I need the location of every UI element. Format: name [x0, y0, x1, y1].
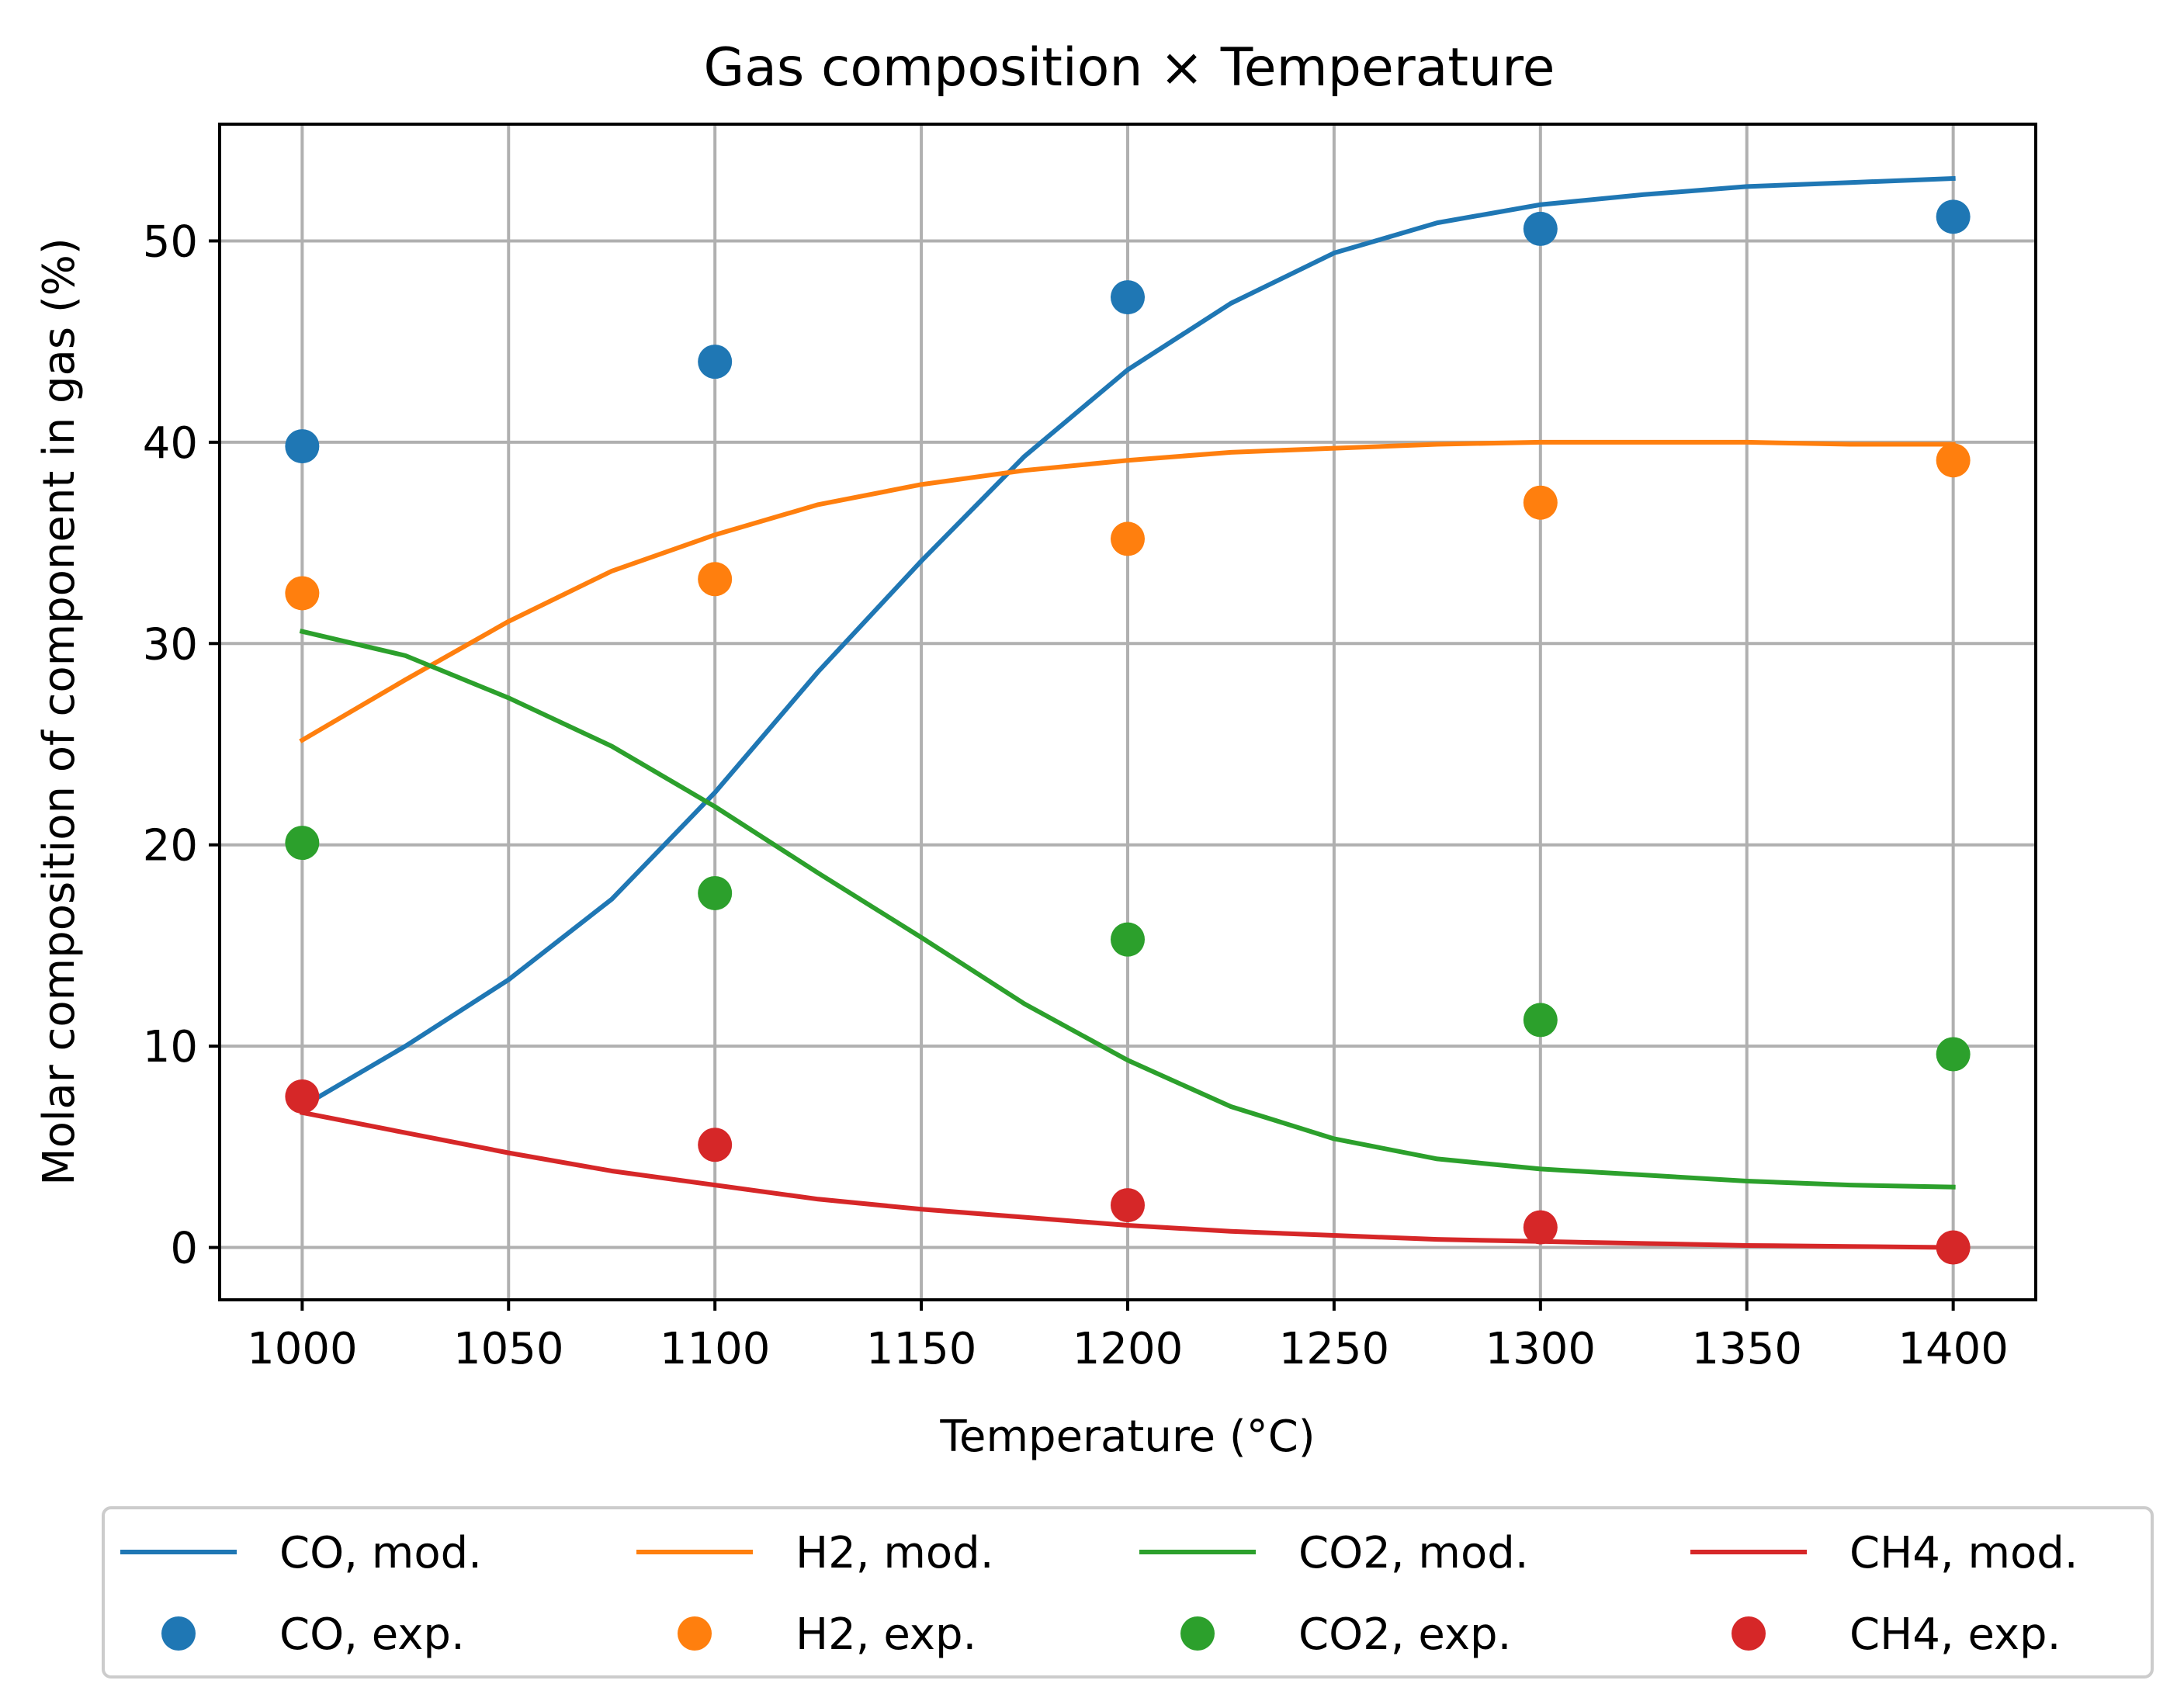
y-tick-label: 50: [143, 217, 198, 267]
data-point-co2-exp: [1936, 1037, 1971, 1072]
data-point-co-exp: [1111, 280, 1145, 315]
x-tick-label: 1200: [1073, 1324, 1184, 1374]
legend: CO, mod. H2, mod. CO2, mod. CH4, mod. CO, ex…: [102, 1506, 2154, 1679]
x-tick-label: 1050: [453, 1324, 564, 1374]
data-point-co2-exp: [1111, 922, 1145, 957]
y-tick-label: 30: [143, 619, 198, 670]
data-point-h2-exp: [1936, 443, 1971, 478]
x-tick-label: 1100: [660, 1324, 771, 1374]
data-point-h2-exp: [698, 562, 733, 597]
x-axis: 1000 1050 1100 1150 1200 1250 1300 1350 1400: [247, 1300, 2009, 1374]
legend-label-co2-exp: CO2, exp.: [1298, 1609, 1511, 1660]
y-axis: 0 10 20 30 40 50: [143, 217, 220, 1274]
data-point-co-exp: [285, 429, 320, 464]
x-tick-label: 1350: [1691, 1324, 1802, 1374]
y-tick-label: 0: [170, 1224, 198, 1274]
y-tick-label: 20: [143, 821, 198, 871]
x-tick-label: 1300: [1485, 1324, 1596, 1374]
x-tick-label: 1150: [866, 1324, 977, 1374]
data-point-co2-exp: [285, 826, 320, 861]
legend-box: [102, 1506, 2154, 1679]
legend-label-co-exp: CO, exp.: [279, 1609, 465, 1660]
data-point-h2-exp: [1111, 521, 1145, 556]
series-line-h2-mod: [299, 439, 1956, 743]
legend-label-h2-exp: H2, exp.: [796, 1609, 976, 1660]
data-point-ch4-exp: [698, 1128, 733, 1162]
series-line-co-mod: [299, 175, 1956, 1110]
legend-label-h2-mod: H2, mod.: [796, 1528, 994, 1578]
data-point-h2-exp: [1523, 485, 1558, 520]
plot-series: [285, 175, 1971, 1265]
data-point-ch4-exp: [285, 1079, 320, 1114]
x-axis-label: Temperature (°C): [939, 1412, 1315, 1462]
data-point-ch4-exp: [1111, 1188, 1145, 1223]
legend-marker-ch4-exp: [1732, 1616, 1766, 1651]
series-line-co2-mod: [299, 629, 1956, 1190]
y-tick-label: 40: [143, 418, 198, 469]
data-point-h2-exp: [285, 576, 320, 611]
data-point-co2-exp: [698, 875, 733, 910]
legend-label-ch4-mod: CH4, mod.: [1849, 1528, 2078, 1578]
data-point-co-exp: [1936, 199, 1971, 234]
x-tick-label: 1400: [1898, 1324, 2009, 1374]
legend-marker-co-exp: [161, 1616, 196, 1651]
legend-marker-h2-exp: [678, 1616, 712, 1651]
y-tick-label: 10: [143, 1022, 198, 1072]
series-line-ch4-mod: [299, 1110, 1956, 1250]
legend-marker-co2-exp: [1180, 1616, 1215, 1651]
x-tick-label: 1250: [1279, 1324, 1390, 1374]
legend-label-co-mod: CO, mod.: [279, 1528, 482, 1578]
data-point-ch4-exp: [1523, 1210, 1558, 1245]
data-point-ch4-exp: [1936, 1230, 1971, 1265]
data-point-co-exp: [698, 345, 733, 379]
x-tick-label: 1000: [247, 1324, 358, 1374]
data-point-co-exp: [1523, 211, 1558, 246]
y-axis-label: Molar composition of component in gas (%…: [34, 237, 85, 1185]
data-point-co2-exp: [1523, 1003, 1558, 1038]
legend-label-ch4-exp: CH4, exp.: [1849, 1609, 2061, 1660]
legend-label-co2-mod: CO2, mod.: [1298, 1528, 1529, 1578]
chart-title: Gas composition × Temperature: [704, 37, 1555, 99]
